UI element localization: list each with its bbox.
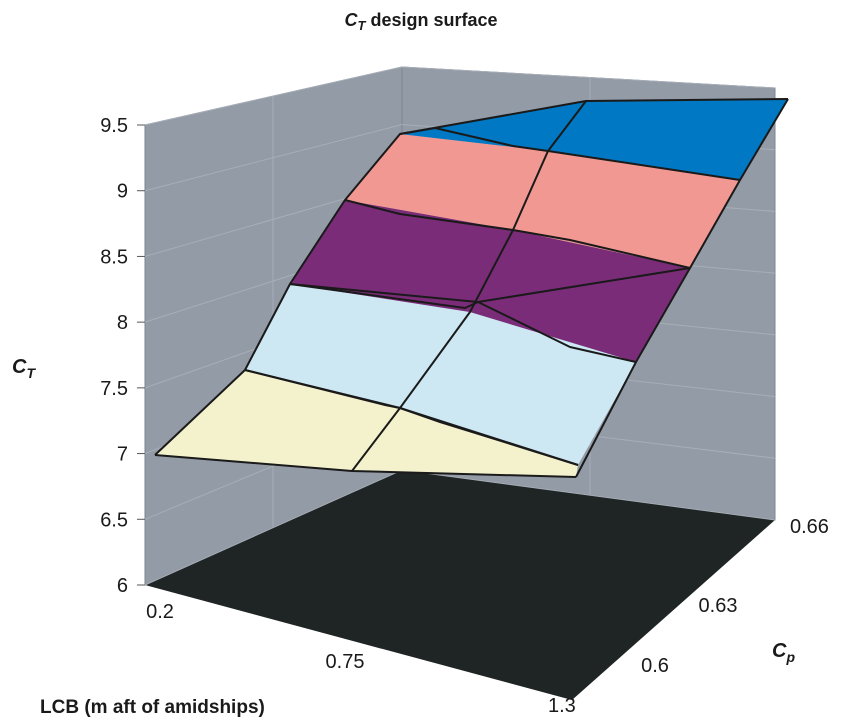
x-axis-label: LCB (m aft of amidships) xyxy=(40,697,265,718)
y-axis-label-sub: p xyxy=(785,649,795,665)
chart-title: CT design surface xyxy=(345,10,498,33)
y-tick-label: 0.66 xyxy=(790,516,829,538)
z-tick-label: 7.5 xyxy=(100,378,128,400)
surface-band-9-9.5 xyxy=(400,99,788,180)
surface xyxy=(154,98,789,478)
wall-gridline xyxy=(144,66,776,126)
x-tick-label: 0.75 xyxy=(326,651,365,673)
z-tick-label: 8.5 xyxy=(100,246,128,268)
z-axis-label-sub: T xyxy=(26,365,36,381)
z-tick-label: 7 xyxy=(117,444,128,466)
x-tick-label: 0.2 xyxy=(146,601,174,623)
surface-contour-9 xyxy=(399,127,741,181)
z-axis-ticks: 6 6.5 7 7.5 8 8.5 9 9.5 xyxy=(100,115,145,597)
svg-text:CT design surface: CT design surface xyxy=(345,10,498,33)
y-axis-label-main: C xyxy=(772,640,787,662)
surface-contour-8-cross xyxy=(289,267,691,303)
y-tick-label: 0.63 xyxy=(699,595,738,617)
z-tick-label: 8 xyxy=(117,312,128,334)
title-main: C xyxy=(345,10,359,30)
surface-band-7-7.5 xyxy=(155,370,578,477)
z-tick-label: 6.5 xyxy=(100,509,128,531)
z-axis-label: CT xyxy=(12,356,36,381)
x-axis-ticks: 0.2 0.75 1.3 xyxy=(146,601,576,717)
z-tick-label: 9 xyxy=(117,181,128,203)
title-sub: T xyxy=(358,18,367,33)
surface-midline-x xyxy=(351,100,587,472)
surface-contour-7.5 xyxy=(244,369,579,466)
surface-band-7.5-8 xyxy=(245,284,636,465)
title-rest: design surface xyxy=(365,10,497,30)
y-tick-label: 0.6 xyxy=(641,655,669,677)
surface-contour-8.5 xyxy=(344,199,691,269)
surface-band-8-8.5 xyxy=(290,200,690,362)
y-axis-label: Cp xyxy=(772,640,795,665)
x-tick-label: 1.3 xyxy=(548,695,576,717)
z-tick-label: 6 xyxy=(117,575,128,597)
z-tick-label: 9.5 xyxy=(100,115,128,137)
floor xyxy=(145,470,775,700)
z-axis-label-main: C xyxy=(12,356,27,378)
surface-band-8.5-9 xyxy=(345,134,740,268)
y-axis-ticks: 0.6 0.63 0.66 xyxy=(641,516,829,677)
